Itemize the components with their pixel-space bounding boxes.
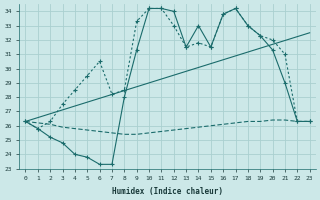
X-axis label: Humidex (Indice chaleur): Humidex (Indice chaleur) (112, 187, 223, 196)
